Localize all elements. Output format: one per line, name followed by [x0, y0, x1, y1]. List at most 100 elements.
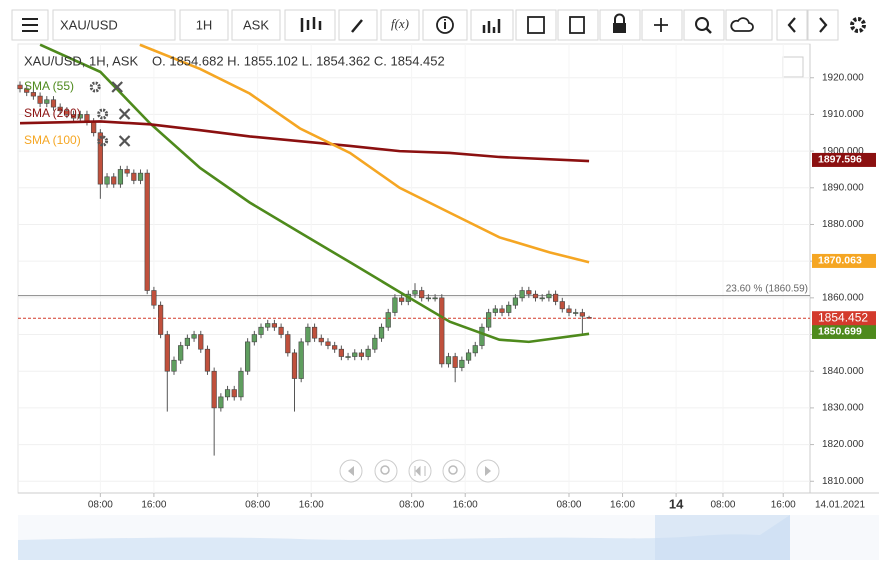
interval-button[interactable]	[179, 9, 229, 41]
cloud-icon	[730, 17, 754, 32]
candle-body	[164, 334, 170, 372]
candle-body	[131, 172, 137, 181]
candle-body	[265, 323, 271, 328]
y-tick-label: 1900.000	[822, 146, 864, 157]
price-tag-label: 1897.596	[818, 154, 862, 166]
plot-layer	[17, 43, 810, 493]
candle-body	[352, 352, 358, 357]
navigator-window[interactable]	[655, 515, 790, 560]
y-tick-label: 1830.000	[822, 403, 864, 414]
candle-body	[238, 370, 244, 398]
candle-body	[492, 308, 498, 313]
candle-body	[218, 396, 224, 409]
chart-type-button[interactable]	[284, 9, 336, 41]
candle-body	[392, 297, 398, 313]
price-tag	[812, 253, 876, 268]
calendar-button[interactable]	[515, 9, 557, 41]
legend-settings[interactable]	[89, 81, 101, 93]
symbol-input[interactable]	[52, 9, 176, 41]
crosshair-icon	[654, 18, 668, 32]
zoom-icon	[695, 17, 709, 31]
candle-body	[91, 121, 97, 134]
news-button[interactable]	[557, 9, 599, 41]
zoom-out-icon	[380, 465, 390, 475]
candle-body	[311, 326, 318, 339]
price-tag	[812, 324, 876, 339]
x-tick-label: 16:00	[610, 500, 635, 511]
candle-body	[559, 301, 565, 310]
candle-body	[358, 352, 365, 357]
candle-body	[345, 356, 351, 358]
side-button[interactable]	[231, 9, 281, 41]
legend-remove[interactable]	[118, 108, 131, 120]
candle-body	[479, 326, 485, 346]
candle-body	[472, 345, 478, 354]
x-tick-label: 08:00	[245, 500, 270, 511]
save-button[interactable]	[725, 9, 773, 41]
candle-body	[271, 323, 278, 328]
forward-button[interactable]	[807, 9, 839, 41]
doc-icon	[569, 16, 585, 34]
candle-body	[506, 304, 512, 313]
lock-shackle	[614, 13, 625, 23]
legend-remove[interactable]	[118, 135, 131, 147]
candle-body	[77, 114, 83, 119]
scroll-right-icon	[485, 466, 491, 476]
candle-body	[198, 334, 204, 350]
candle-body	[445, 356, 452, 365]
candle-body	[305, 326, 311, 343]
zoom-in-icon	[448, 465, 458, 475]
legend-settings[interactable]	[97, 108, 109, 120]
interval-text: 1H	[196, 17, 213, 32]
candle-body	[178, 345, 184, 361]
zoom-button[interactable]	[683, 9, 725, 41]
legend-settings[interactable]	[97, 135, 109, 147]
price-tag-label: 1870.063	[818, 255, 862, 267]
back-button[interactable]	[776, 9, 808, 41]
candle-body	[425, 297, 431, 300]
candle-body	[224, 389, 231, 398]
y-tick-label: 1860.000	[822, 292, 864, 303]
candle-body	[151, 290, 157, 306]
price-tag-label: 1850.699	[818, 326, 862, 338]
settings-icon[interactable]	[850, 17, 866, 33]
indicator-button[interactable]	[380, 9, 420, 41]
candle-body	[291, 352, 298, 379]
candle-body	[117, 169, 124, 185]
candle-body	[57, 106, 63, 112]
zoom-out[interactable]	[374, 459, 398, 483]
candle-body	[158, 304, 164, 335]
date-label: 14.01.2021	[815, 500, 865, 511]
candle-body	[465, 352, 472, 361]
volume-button[interactable]	[470, 9, 514, 41]
last-price-tag	[812, 311, 876, 326]
candle-body	[459, 359, 465, 368]
legend-label: SMA (200)	[24, 106, 81, 120]
y-tick-label: 1890.000	[822, 182, 864, 193]
candle-body	[144, 172, 150, 291]
candle-body	[419, 290, 425, 299]
candle-body	[211, 370, 217, 409]
y-tick-label: 1820.000	[822, 439, 864, 450]
candle-body	[104, 176, 110, 185]
candle-body	[412, 290, 418, 295]
x-tick-label: 14	[669, 496, 684, 511]
x-tick-label: 08:00	[88, 500, 113, 511]
legend-remove[interactable]	[111, 81, 123, 93]
candle-body	[325, 341, 331, 346]
candle-body	[251, 334, 257, 343]
sma-line	[139, 43, 590, 264]
menu-icon	[22, 18, 38, 32]
candle-body	[439, 297, 445, 365]
toolbar: XAU/USD 1H ASK f(x)	[11, 9, 866, 41]
candle-body	[191, 334, 197, 339]
x-tick-label: 08:00	[710, 500, 735, 511]
candle-body	[37, 95, 43, 104]
left-arrow	[787, 17, 796, 33]
candle-body	[50, 99, 57, 108]
candle-body	[171, 359, 177, 372]
zoom-in[interactable]	[442, 459, 466, 483]
y-tick-label: 1840.000	[822, 366, 864, 377]
candle-body	[365, 348, 371, 357]
candle-body	[332, 345, 338, 350]
